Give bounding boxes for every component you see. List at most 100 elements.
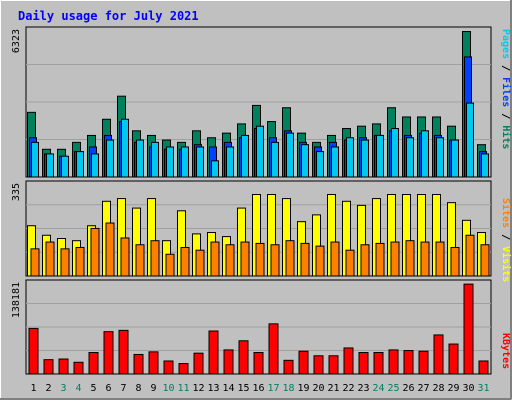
- bar-kbytes: [373, 352, 384, 375]
- x-tick-label: 21: [327, 383, 339, 394]
- x-tick-label: 23: [357, 383, 369, 394]
- x-tick-label: 20: [312, 383, 324, 394]
- x-tick-label: 25: [387, 383, 399, 394]
- x-tick-label: 6: [105, 383, 111, 394]
- legend-item-kbytes: KBytes: [500, 333, 511, 369]
- bar-sites: [75, 246, 85, 277]
- bar-kbytes: [73, 361, 84, 375]
- bar-sites: [285, 240, 295, 277]
- bar-kbytes: [433, 334, 444, 375]
- bar-pages: [406, 137, 414, 178]
- bar-sites: [480, 244, 490, 277]
- bar-kbytes: [328, 355, 339, 375]
- x-tick-label: 2: [45, 383, 51, 394]
- x-tick-label: 12: [192, 383, 204, 394]
- bar-pages: [301, 144, 309, 178]
- bar-sites: [60, 248, 70, 277]
- bar-sites: [435, 241, 445, 277]
- bar-kbytes: [148, 351, 159, 375]
- bar-kbytes: [118, 329, 129, 375]
- bar-kbytes: [208, 330, 219, 375]
- bar-kbytes: [448, 343, 459, 375]
- legend-item-hits: Hits: [500, 125, 512, 149]
- bar-pages: [421, 130, 429, 178]
- x-tick-label: 8: [135, 383, 141, 394]
- bar-sites: [120, 237, 130, 277]
- x-axis-labels: 1 2 3 4 5 6 7 8 9 10 11 12 13 14 15 16 17 18 19 20 21 22 23 24 2…: [30, 383, 489, 394]
- bar-kbytes: [418, 350, 429, 375]
- bar-kbytes: [238, 340, 249, 375]
- x-tick-label: 28: [432, 383, 444, 394]
- bar-pages: [91, 153, 99, 178]
- bar-pages: [46, 153, 54, 178]
- bar-kbytes: [43, 359, 54, 375]
- y-max-label: 335: [11, 183, 22, 201]
- bar-kbytes: [253, 352, 264, 375]
- x-tick-label: 16: [252, 383, 264, 394]
- panel-hits-files-pages: 6323 Pages / Files / Hits: [11, 26, 512, 178]
- bar-sites: [165, 253, 175, 277]
- bar-sites: [225, 244, 235, 277]
- bar-pages: [466, 102, 474, 178]
- bar-sites: [105, 222, 115, 277]
- bar-sites: [375, 242, 385, 277]
- x-tick-label: 14: [222, 383, 234, 394]
- y-max-label: 6323: [11, 29, 22, 53]
- bar-kbytes: [163, 360, 174, 375]
- x-tick-label: 3: [60, 383, 66, 394]
- legend-item-pages: Pages: [500, 29, 511, 59]
- x-tick-label: 19: [297, 383, 309, 394]
- bar-sites: [330, 241, 340, 277]
- bar-sites: [315, 245, 325, 277]
- bar-pages: [211, 160, 219, 178]
- bar-kbytes: [268, 323, 279, 375]
- bar-sites: [465, 234, 475, 277]
- legend-item-visits: Visits: [500, 246, 512, 282]
- x-tick-label: 30: [462, 383, 474, 394]
- bar-sites: [90, 227, 100, 277]
- chart-title: Daily usage for July 2021: [18, 9, 199, 23]
- bar-sites: [255, 242, 265, 277]
- panel-legend: KBytes: [500, 333, 511, 369]
- x-tick-label: 7: [120, 383, 126, 394]
- bar-sites: [45, 241, 55, 277]
- panel-visits-sites: 335 Sites / Visits: [11, 180, 512, 282]
- bar-pages: [286, 132, 294, 178]
- bar-kbytes: [88, 352, 99, 375]
- bar-sites: [420, 241, 430, 277]
- panel-kbytes: 138181 KBytes: [11, 279, 511, 375]
- bar-pages: [181, 146, 189, 178]
- bar-kbytes: [178, 363, 189, 375]
- bar-kbytes: [463, 283, 474, 375]
- bar-pages: [76, 151, 84, 178]
- bar-sites: [390, 241, 400, 277]
- bar-kbytes: [478, 360, 489, 375]
- chart-panels: 6323 Pages / Files / Hits 335 Sites / Visit…: [11, 26, 512, 375]
- bar-sites: [405, 240, 415, 277]
- bar-pages: [451, 139, 459, 178]
- legend-separator: /: [500, 107, 511, 125]
- panel-legend: Sites / Visits: [500, 198, 512, 282]
- bar-sites: [345, 249, 355, 277]
- bar-sites: [180, 246, 190, 277]
- x-tick-label: 24: [372, 383, 384, 394]
- bar-sites: [240, 241, 250, 277]
- bar-kbytes: [283, 359, 294, 375]
- bar-pages: [316, 151, 324, 178]
- bar-kbytes: [403, 350, 414, 375]
- bar-kbytes: [193, 352, 204, 375]
- x-tick-label: 31: [477, 383, 489, 394]
- bar-pages: [331, 146, 339, 178]
- legend-separator: /: [500, 228, 511, 246]
- bar-pages: [346, 137, 354, 178]
- bar-sites: [360, 244, 370, 277]
- x-tick-label: 13: [207, 383, 219, 394]
- x-tick-label: 26: [402, 383, 414, 394]
- bar-pages: [376, 134, 384, 178]
- bar-pages: [196, 146, 204, 178]
- x-tick-label: 18: [282, 383, 294, 394]
- y-max-label: 138181: [11, 282, 22, 318]
- x-tick-label: 11: [177, 383, 189, 394]
